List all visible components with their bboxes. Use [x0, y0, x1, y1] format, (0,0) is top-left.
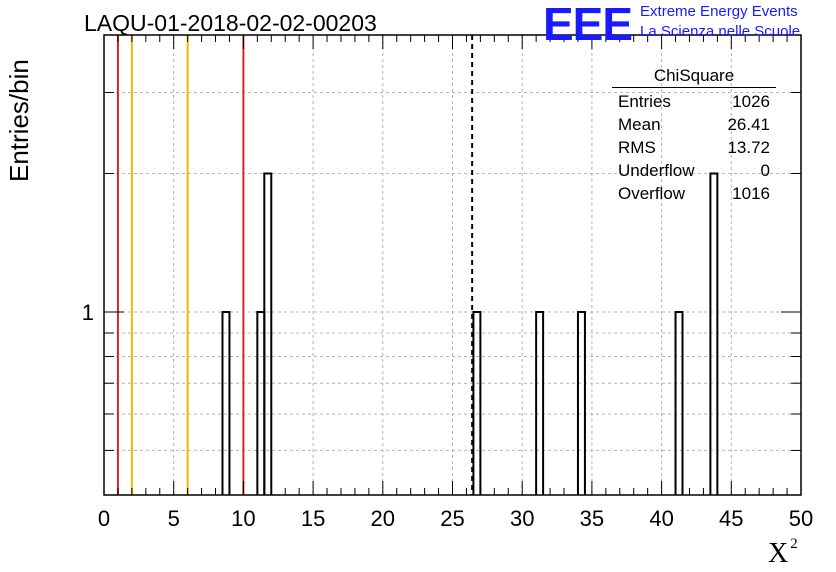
- stats-label: Underflow: [618, 161, 695, 180]
- stats-label: Entries: [618, 92, 671, 111]
- stats-label: Mean: [618, 115, 661, 134]
- grid-lines: [104, 35, 801, 495]
- histogram-bar: [535, 310, 545, 495]
- eee-logo-mark: EEE: [543, 0, 633, 50]
- x-tick-label: 30: [510, 506, 534, 531]
- eee-logo-text: Extreme Energy Events La Scienza nelle S…: [640, 2, 800, 42]
- histogram-bar: [674, 310, 684, 495]
- y-axis-label: Entries/bin: [4, 59, 34, 182]
- stats-row: Mean 26.41: [612, 113, 776, 136]
- histogram-bar: [709, 172, 719, 495]
- reference-lines: [116, 35, 474, 495]
- x-tick-label: 10: [231, 506, 255, 531]
- logo-line-1: Extreme Energy Events: [640, 3, 798, 20]
- histogram-bar: [576, 310, 586, 495]
- eee-logo: EEE Extreme Energy Events La Scienza nel…: [543, 0, 800, 50]
- stats-value: 1026: [732, 92, 770, 111]
- axis-ticks: [103, 35, 802, 495]
- stats-row: Overflow 1016: [612, 182, 776, 205]
- stats-label: RMS: [618, 138, 656, 157]
- stats-row: Underflow 0: [612, 159, 776, 182]
- x-tick-label: 45: [719, 506, 743, 531]
- x-tick-label: 40: [649, 506, 673, 531]
- x-tick-label: 25: [440, 506, 464, 531]
- histogram-bar: [221, 310, 231, 495]
- x-axis-label-sup: 2: [790, 535, 798, 552]
- stats-value: 26.41: [727, 115, 770, 134]
- stats-row: Entries 1026: [612, 90, 776, 113]
- y-tick-label: 1: [82, 300, 94, 325]
- stats-value: 0: [760, 161, 770, 180]
- logo-line-2: La Scienza nelle Scuole: [640, 23, 801, 40]
- x-tick-label: 5: [168, 506, 180, 531]
- histogram-bar: [472, 310, 482, 495]
- x-tick-label: 35: [580, 506, 604, 531]
- x-tick-label: 50: [789, 506, 813, 531]
- x-tick-label: 0: [98, 506, 110, 531]
- histogram-bar: [256, 310, 266, 495]
- stats-box: ChiSquare Entries 1026 Mean 26.41 RMS 13.72…: [612, 66, 776, 205]
- stats-row: RMS 13.72: [612, 136, 776, 159]
- x-axis-label-base: X: [768, 538, 789, 569]
- stats-value: 13.72: [727, 138, 770, 157]
- x-tick-label: 20: [371, 506, 395, 531]
- stats-label: Overflow: [618, 184, 686, 203]
- x-tick-label: 15: [301, 506, 325, 531]
- stats-title: ChiSquare: [612, 66, 776, 88]
- histogram-bars: [221, 172, 719, 495]
- histogram-bar: [263, 172, 273, 495]
- axis-tick-labels: 0 5 10 15 20 25 30 35 40 45 50 1: [82, 300, 813, 531]
- stats-value: 1016: [732, 184, 770, 203]
- chart-title: LAQU-01-2018-02-02-00203: [84, 10, 377, 36]
